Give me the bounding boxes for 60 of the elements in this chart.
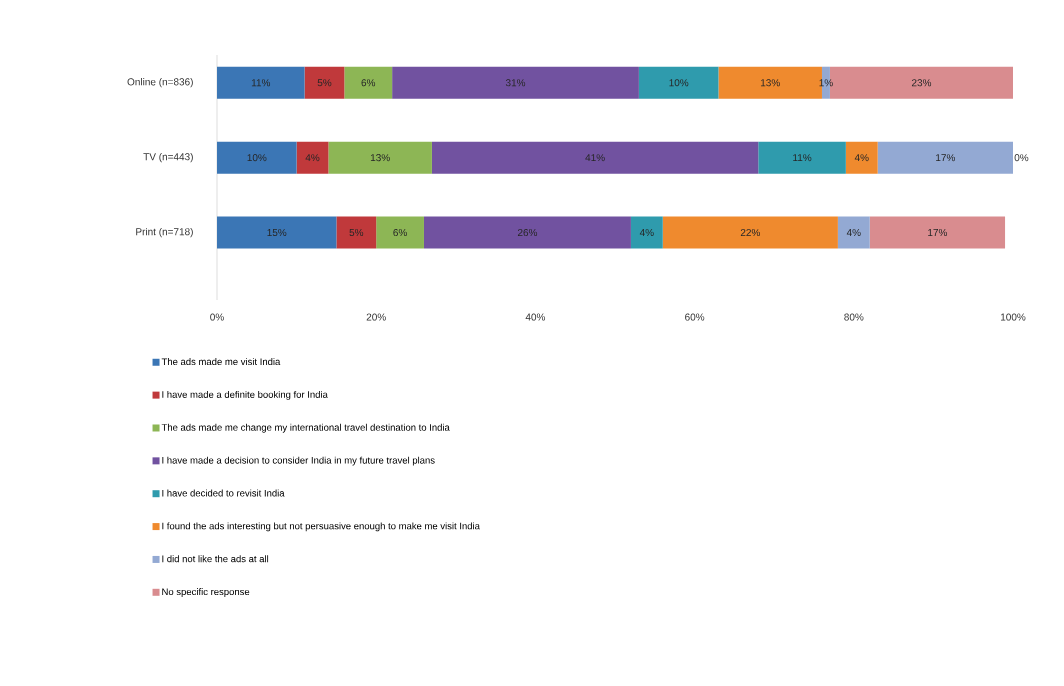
x-tick-label: 0% bbox=[210, 313, 224, 321]
data-label: 11% bbox=[793, 154, 812, 162]
data-label: 13% bbox=[760, 79, 780, 87]
bar bbox=[423, 216, 631, 249]
data-label: 22% bbox=[740, 229, 760, 237]
x-tick-label: 80% bbox=[844, 313, 864, 321]
legend-label: I have decided to revisit India bbox=[162, 489, 285, 497]
legend-label: The ads made me visit India bbox=[161, 358, 281, 366]
bar bbox=[344, 66, 393, 99]
legend-label: I did not like the ads at all bbox=[162, 555, 269, 563]
bar bbox=[638, 66, 719, 99]
data-label: 4% bbox=[639, 229, 654, 237]
bar bbox=[662, 216, 838, 249]
bar bbox=[217, 66, 305, 99]
legend-label: I found the ads interesting but not persuasive enough to make me visit India bbox=[162, 522, 480, 532]
bar bbox=[304, 66, 345, 99]
data-label: 11% bbox=[251, 79, 271, 87]
data-label: 4% bbox=[846, 229, 861, 237]
bar bbox=[336, 216, 377, 249]
bar bbox=[758, 141, 846, 174]
bar bbox=[392, 66, 639, 99]
bar bbox=[296, 141, 329, 174]
x-tick-label: 20% bbox=[366, 313, 386, 321]
legend-label: I have made a definite booking for India bbox=[162, 390, 328, 400]
data-label: 17% bbox=[928, 229, 948, 237]
data-label: 5% bbox=[317, 79, 332, 87]
data-label: 31% bbox=[505, 79, 526, 87]
data-label: 0% bbox=[1014, 154, 1029, 162]
data-label: 23% bbox=[911, 79, 932, 87]
bar bbox=[869, 216, 1006, 249]
data-label: 6% bbox=[361, 79, 376, 87]
x-tick-label: 40% bbox=[525, 313, 546, 321]
bar bbox=[845, 141, 878, 174]
bar bbox=[217, 141, 297, 174]
data-label: 10% bbox=[247, 154, 267, 162]
legend-label: I have made a decision to consider India in my future travel plans bbox=[162, 456, 435, 466]
bar bbox=[630, 216, 663, 249]
data-label: 26% bbox=[517, 229, 538, 237]
bar bbox=[376, 216, 424, 249]
data-label: 41% bbox=[585, 154, 605, 162]
data-label: 5% bbox=[349, 229, 364, 237]
legend-label: No specific response bbox=[162, 588, 250, 597]
y-tick-label: TV (n=443) bbox=[143, 152, 193, 163]
legend-label: The ads made me change my international travel destination to India bbox=[161, 423, 450, 433]
y-tick-label: Online (n=836) bbox=[127, 78, 193, 88]
x-tick-label: 100% bbox=[1000, 313, 1026, 321]
data-label: 4% bbox=[854, 154, 869, 162]
bar bbox=[431, 141, 759, 174]
bar bbox=[217, 216, 337, 249]
data-label: 13% bbox=[370, 154, 390, 162]
data-label: 17% bbox=[936, 154, 955, 162]
data-label: 15% bbox=[267, 229, 287, 237]
bar bbox=[837, 216, 870, 249]
data-label: 6% bbox=[393, 229, 407, 237]
data-label: 4% bbox=[305, 154, 320, 162]
y-tick-label: Print (n=718) bbox=[136, 227, 193, 238]
x-tick-label: 60% bbox=[685, 313, 705, 321]
bar bbox=[877, 141, 1014, 174]
bar bbox=[328, 141, 432, 174]
data-label: 10% bbox=[669, 79, 689, 87]
